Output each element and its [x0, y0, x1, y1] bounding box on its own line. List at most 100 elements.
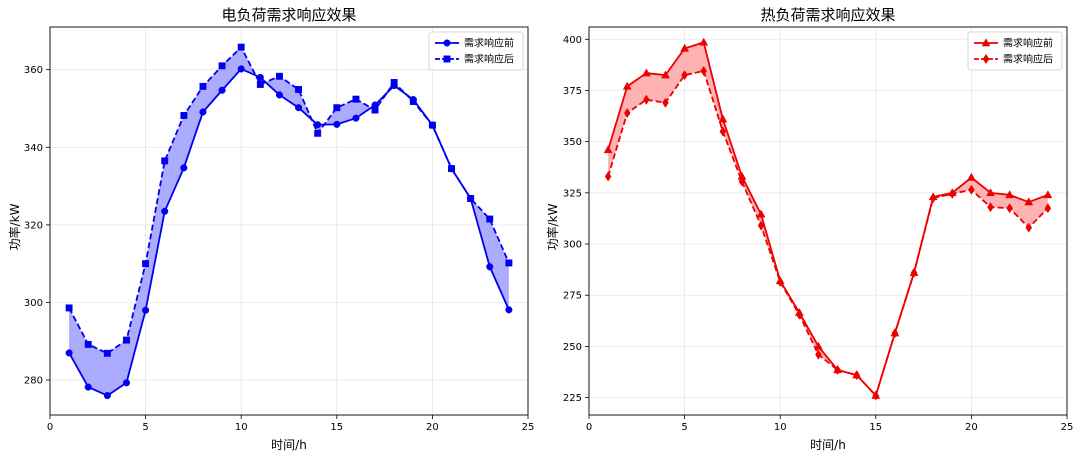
data-point-after [796, 309, 803, 320]
data-point-after [486, 215, 494, 223]
x-tick-label: 25 [522, 422, 535, 433]
series-line-before [607, 41, 1049, 397]
data-point-after [256, 80, 264, 88]
data-point-before [180, 164, 188, 172]
data-point-after [910, 267, 918, 278]
y-tick-label: 300 [24, 298, 43, 309]
legend-marker [443, 55, 451, 63]
y-tick-label: 250 [563, 342, 582, 353]
y-tick-label: 225 [563, 393, 582, 404]
data-point-after [1006, 203, 1013, 214]
data-point-before [718, 114, 728, 123]
data-point-after [738, 176, 746, 187]
data-point-after [142, 260, 150, 268]
data-point-after [84, 340, 92, 348]
data-point-before [161, 207, 169, 215]
data-point-before [1005, 190, 1015, 199]
data-point-after [1044, 203, 1052, 214]
data-point-after [333, 104, 341, 112]
data-point-before [641, 68, 651, 77]
data-point-after [409, 98, 417, 105]
data-point-after [719, 126, 727, 137]
y-tick-label: 350 [563, 137, 582, 148]
data-point-after [123, 336, 130, 344]
data-point-before [65, 349, 73, 357]
data-point-after [218, 62, 226, 70]
y-tick-label: 275 [563, 291, 582, 302]
y-axis-label: 功率/kW [545, 203, 560, 250]
legend-box [428, 31, 524, 71]
x-axis-label: 时间/h [810, 438, 846, 452]
data-point-before [661, 70, 670, 79]
data-point-after [987, 202, 994, 213]
data-point-after [505, 259, 513, 267]
data-point-after [834, 364, 841, 376]
data-point-after [352, 95, 360, 103]
data-point-before [275, 91, 283, 99]
data-point-before [142, 306, 150, 314]
data-point-after [604, 171, 612, 182]
data-point-before [486, 263, 494, 271]
legend-label: 需求响应前 [464, 37, 514, 50]
heat-load-chart: 热负荷需求响应效果 时间/h 功率/kW 0 5 10 15 20 25 225 250 275… [545, 6, 1073, 452]
y-tick-label: 340 [24, 143, 43, 154]
y-tick-label: 300 [563, 240, 582, 251]
data-point-after [199, 82, 207, 90]
legend-marker [981, 38, 991, 47]
legend-marker [443, 39, 451, 47]
data-point-after [968, 184, 975, 195]
data-point-before [505, 306, 513, 314]
data-point-after [643, 94, 650, 105]
plot-frame [588, 26, 1068, 416]
data-point-after [314, 129, 322, 137]
data-point-after [295, 86, 303, 93]
data-point-before [122, 379, 131, 387]
data-point-before [218, 86, 226, 94]
data-point-before [756, 209, 766, 218]
legend-label: 需求响应后 [464, 53, 514, 66]
legend-marker [982, 53, 990, 65]
x-tick-label: 20 [965, 422, 978, 433]
chart-title: 电负荷需求响应效果 [221, 6, 356, 24]
difference-band [608, 42, 1048, 396]
x-tick-label: 20 [426, 422, 439, 433]
data-point-before [237, 65, 245, 73]
x-tick-label: 5 [142, 422, 148, 433]
data-point-before [333, 120, 341, 128]
data-point-after [623, 107, 631, 119]
y-tick-label: 360 [24, 65, 43, 76]
data-point-after [161, 157, 169, 165]
x-tick-label: 10 [774, 422, 787, 433]
legend-box [967, 31, 1063, 71]
x-tick-label: 0 [586, 422, 592, 433]
data-point-before [103, 392, 111, 400]
data-point-before [966, 172, 976, 181]
x-tick-label: 5 [681, 422, 687, 433]
data-point-before [1043, 190, 1053, 199]
x-tick-label: 0 [47, 422, 53, 433]
chart-title: 热负荷需求响应效果 [760, 6, 895, 24]
data-point-after [891, 328, 899, 339]
data-point-after [467, 195, 475, 202]
difference-band [69, 47, 509, 396]
data-point-after [390, 79, 398, 86]
data-point-after [103, 349, 111, 357]
data-point-before [1024, 197, 1034, 206]
x-tick-label: 15 [869, 422, 882, 433]
data-point-after [371, 106, 379, 114]
data-point-after [1025, 222, 1033, 233]
legend-label: 需求响应前 [1003, 37, 1053, 50]
data-point-after [428, 121, 436, 129]
plot-frame [49, 26, 529, 416]
series-line-after [68, 46, 510, 355]
data-point-after [681, 70, 688, 81]
series-line-after [607, 70, 1049, 397]
data-point-before [352, 114, 360, 122]
data-point-after [757, 220, 765, 231]
y-tick-label: 280 [24, 376, 43, 387]
data-point-before [699, 37, 709, 46]
data-point-after [948, 188, 956, 199]
data-point-before [84, 383, 92, 391]
